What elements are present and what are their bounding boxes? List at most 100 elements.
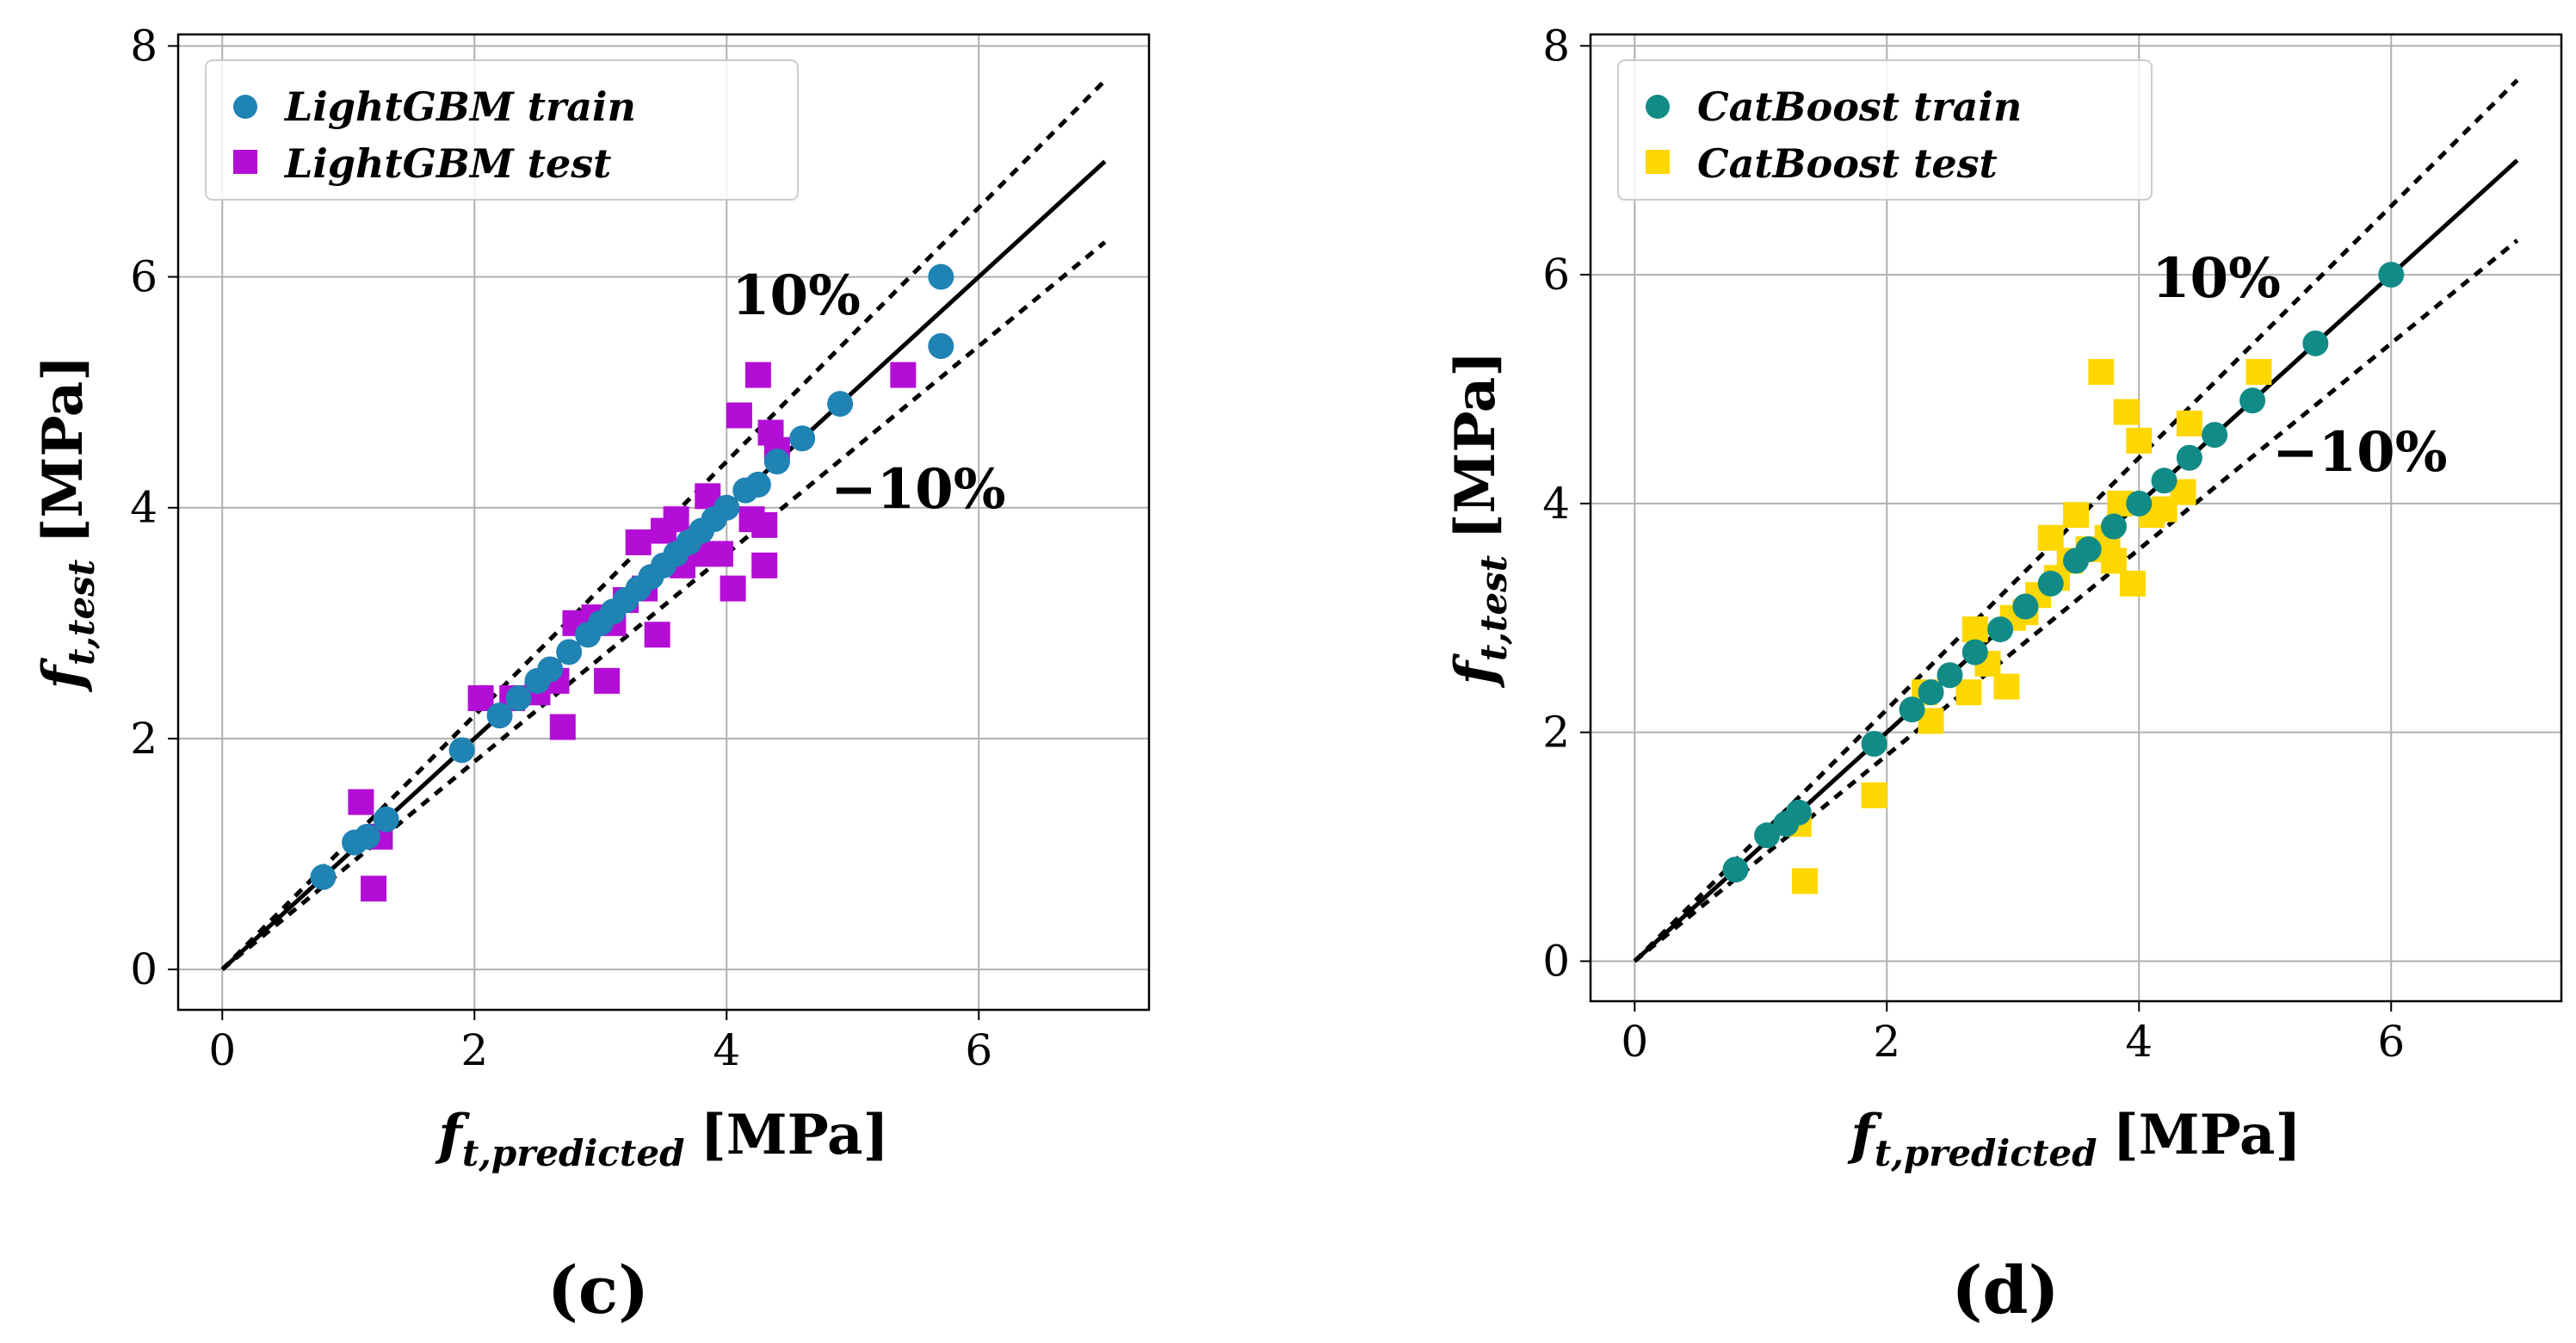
x-axis-label: ft,predicted [MPa] <box>1847 1103 2301 1174</box>
test-point <box>2246 359 2272 386</box>
y-axis-label-sub: t,test <box>1473 555 1515 661</box>
train-point <box>537 656 564 683</box>
train-point <box>448 737 475 764</box>
test-point <box>744 362 771 388</box>
train-point <box>1785 799 1812 826</box>
train-point <box>2012 593 2039 620</box>
test-point <box>751 511 778 538</box>
train-point <box>1987 616 2014 643</box>
y-tick-label: 0 <box>1542 936 1570 986</box>
y-tick-label: 4 <box>130 483 158 533</box>
train-point <box>928 263 954 290</box>
y-axis-label-unit: [MPa] <box>1443 350 1508 539</box>
train-point <box>2151 467 2178 494</box>
test-point <box>2126 427 2153 454</box>
train-point <box>373 806 399 832</box>
x-tick-label: 6 <box>965 1025 992 1075</box>
test-point <box>1792 868 1819 894</box>
train-point <box>928 333 954 360</box>
train-point <box>354 823 380 850</box>
legend-test-label: CatBoost test <box>1697 140 1998 187</box>
test-point <box>625 529 652 555</box>
x-tick-label: 0 <box>1621 1017 1648 1067</box>
train-point <box>2075 536 2102 563</box>
train-point <box>2126 490 2153 517</box>
lower-band-line <box>1633 238 2519 963</box>
test-point <box>2037 524 2064 551</box>
test-point <box>1993 673 2020 700</box>
x-axis-label-sub: t,predicted <box>462 1132 685 1174</box>
lower-band-line <box>220 240 1107 972</box>
test-point <box>644 622 670 648</box>
train-point <box>713 494 740 521</box>
test-point <box>1861 782 1887 808</box>
test-point <box>707 541 733 567</box>
test-point <box>751 552 778 579</box>
legend-train-marker <box>1646 95 1670 119</box>
train-point <box>1722 857 1749 883</box>
test-point <box>890 362 917 388</box>
upper-band-label: 10% <box>2152 246 2281 311</box>
plot-frame <box>1589 33 2563 1003</box>
panel-label: (c) <box>547 1252 649 1328</box>
x-axis-label-unit: [MPa] <box>700 1103 888 1167</box>
x-axis-label: ft,predicted [MPa] <box>435 1103 888 1174</box>
train-point <box>744 471 771 498</box>
test-point <box>348 789 374 815</box>
y-axis-label: ft,test[MPa] <box>31 355 102 692</box>
test-point <box>720 575 746 602</box>
plot-frame <box>176 33 1151 1012</box>
legend-train-label: LightGBM train <box>283 84 636 130</box>
upper-band-label: 10% <box>732 263 861 328</box>
test-point <box>1955 679 1982 706</box>
y-tick-label: 8 <box>1542 21 1570 71</box>
panel-label: (d) <box>1951 1252 2059 1328</box>
panel-d: 0 2 4 6 0 2 4 6 8 10% −10% CatBoost train CatBoost t… <box>1443 21 2563 1328</box>
test-point <box>2113 399 2140 425</box>
test-point <box>2100 548 2127 574</box>
lower-band-label: −10% <box>2272 420 2448 485</box>
test-point <box>1961 616 1988 643</box>
y-axis-label: ft,test[MPa] <box>1443 350 1515 688</box>
legend-box <box>205 59 799 201</box>
train-point <box>2202 422 2228 449</box>
y-tick-label: 0 <box>130 944 158 994</box>
x-tick-label: 4 <box>713 1025 740 1075</box>
train-point <box>2302 330 2329 356</box>
train-point <box>1918 679 1944 706</box>
train-point <box>2037 570 2064 597</box>
legend-test-marker <box>233 150 257 174</box>
train-point <box>486 702 513 729</box>
train-point <box>2100 513 2127 540</box>
train-point <box>1961 639 1988 665</box>
y-axis-label-unit: [MPa] <box>31 355 96 543</box>
train-point <box>1937 662 1963 689</box>
y-tick-label: 8 <box>130 21 158 71</box>
train-point <box>310 863 337 890</box>
x-tick-label: 2 <box>460 1025 488 1075</box>
test-point <box>663 506 689 533</box>
test-point <box>2063 502 2089 529</box>
test-point <box>549 714 576 740</box>
x-tick-label: 0 <box>208 1025 236 1075</box>
train-point <box>2378 262 2405 288</box>
legend-train-marker <box>233 95 257 119</box>
test-point <box>2176 410 2202 436</box>
y-tick-label: 2 <box>1542 708 1570 758</box>
train-point <box>827 391 854 418</box>
train-point <box>505 684 532 711</box>
y-tick-label: 4 <box>1542 479 1570 529</box>
y-tick-label: 6 <box>1542 250 1570 300</box>
lower-band-label: −10% <box>831 457 1006 522</box>
test-point <box>467 684 494 711</box>
y-tick-label: 6 <box>130 252 158 302</box>
test-point <box>2119 570 2146 597</box>
train-point <box>789 425 816 452</box>
train-point <box>556 639 583 665</box>
legend-box <box>1617 59 2153 201</box>
train-point <box>1899 696 1925 723</box>
test-point <box>2088 359 2115 386</box>
test-point <box>726 402 752 429</box>
x-axis-label-unit: [MPa] <box>2112 1103 2301 1167</box>
